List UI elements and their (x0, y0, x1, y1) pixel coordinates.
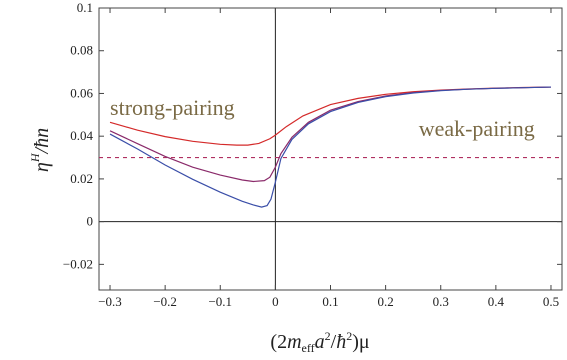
y-tick-label: 0.08 (70, 43, 93, 58)
series-group (109, 86, 551, 208)
x-tick-label: 0.2 (377, 294, 393, 309)
x-tick-label: −0.3 (98, 294, 122, 309)
x-tick-label: 0.5 (543, 294, 559, 309)
y-label-sup: H (28, 152, 42, 163)
y-tick-label: 0.02 (70, 171, 93, 186)
x-tick-label: −0.2 (153, 294, 177, 309)
y-tick-label: −0.02 (63, 256, 93, 271)
annotations-group: strong-pairing weak-pairing (110, 95, 535, 141)
x-tick-label: 0.4 (488, 294, 505, 309)
y-tick-label: 0.1 (77, 0, 93, 15)
plot-frame (98, 7, 563, 291)
x-label-post: )μ (352, 331, 369, 353)
x-axis-label: (2meffa2/ħ2)μ (270, 329, 369, 355)
x-label-a: a (315, 331, 325, 353)
x-tick-label: 0.1 (322, 294, 338, 309)
x-tick-label: 0 (272, 294, 279, 309)
x-label-a-exp: 2 (325, 329, 331, 343)
y-label-eta: η (31, 162, 53, 172)
x-label-eff: eff (302, 341, 315, 355)
zero-axes (99, 8, 562, 290)
x-label-slash: / (331, 331, 337, 353)
x-label-hbar-exp: 2 (346, 329, 352, 343)
y-tick-label: 0 (87, 214, 94, 229)
weak-pairing-label: weak-pairing (419, 116, 535, 141)
x-label-hbar: ħ (336, 331, 346, 353)
x-label-m: m (287, 331, 301, 353)
x-tick-label: 0.3 (433, 294, 449, 309)
ticks-group: −0.3 −0.2 −0.1 0 0.1 0.2 0.3 0.4 0.5 −0.02 0 0.02 0.… (63, 0, 562, 309)
x-label-pre: (2 (270, 331, 287, 353)
y-axis-label: ηH/ħn (28, 128, 53, 172)
y-label-rest: /ħn (31, 128, 53, 155)
series-line-3 (109, 86, 551, 208)
x-tick-label: −0.1 (208, 294, 232, 309)
y-tick-label: 0.06 (70, 85, 93, 100)
y-tick-label: 0.04 (70, 128, 93, 143)
strong-pairing-label: strong-pairing (110, 95, 235, 120)
